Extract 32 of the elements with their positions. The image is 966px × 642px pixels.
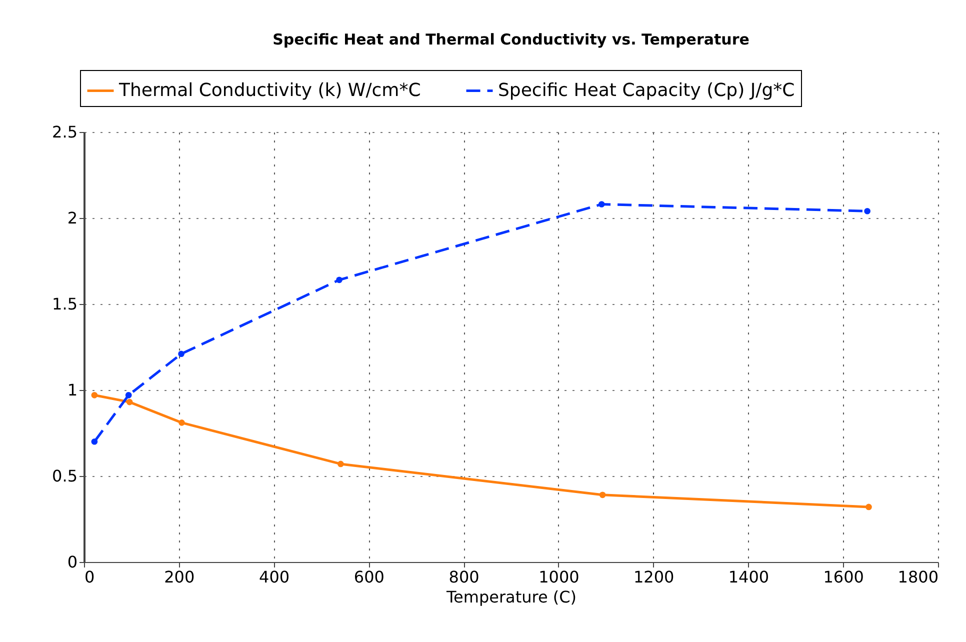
chart-title: Specific Heat and Thermal Conductivity vs. Temperature	[272, 30, 750, 48]
y-tick-label: 0	[67, 552, 78, 572]
x-axis-title: Temperature (C)	[445, 588, 577, 606]
point	[178, 350, 184, 358]
point	[91, 438, 98, 445]
x-tick-label: 1200	[633, 568, 674, 586]
y-tick-label: 1	[67, 380, 78, 400]
point	[125, 392, 132, 398]
point	[336, 276, 342, 284]
x-tick-label: 400	[259, 568, 290, 586]
x-tick-label: 600	[354, 568, 384, 586]
x-tick-label: 1400	[728, 568, 770, 586]
point	[91, 392, 98, 398]
x-tick-label: 1800	[898, 568, 938, 586]
x-tick-label: 800	[448, 568, 480, 586]
point	[338, 460, 344, 468]
y-tick-label: 2.5	[52, 122, 78, 142]
x-tick-label: 1600	[823, 568, 864, 586]
x-tick-label: 1000	[538, 568, 580, 586]
point	[864, 208, 870, 214]
x-tick-label: 0	[84, 568, 95, 586]
legend-label: Thermal Conductivity (k) W/cm*C	[118, 80, 421, 101]
legend-label: Specific Heat Capacity (Cp) J/g*C	[498, 80, 795, 101]
y-tick-label: 2	[67, 208, 78, 228]
point	[178, 420, 185, 426]
point	[599, 492, 606, 498]
y-tick-label: 1.5	[52, 294, 78, 314]
x-tick-label: 200	[164, 568, 195, 586]
point	[866, 504, 872, 510]
point	[598, 201, 605, 208]
point	[126, 398, 133, 406]
y-tick-label: 0.5	[52, 466, 78, 486]
